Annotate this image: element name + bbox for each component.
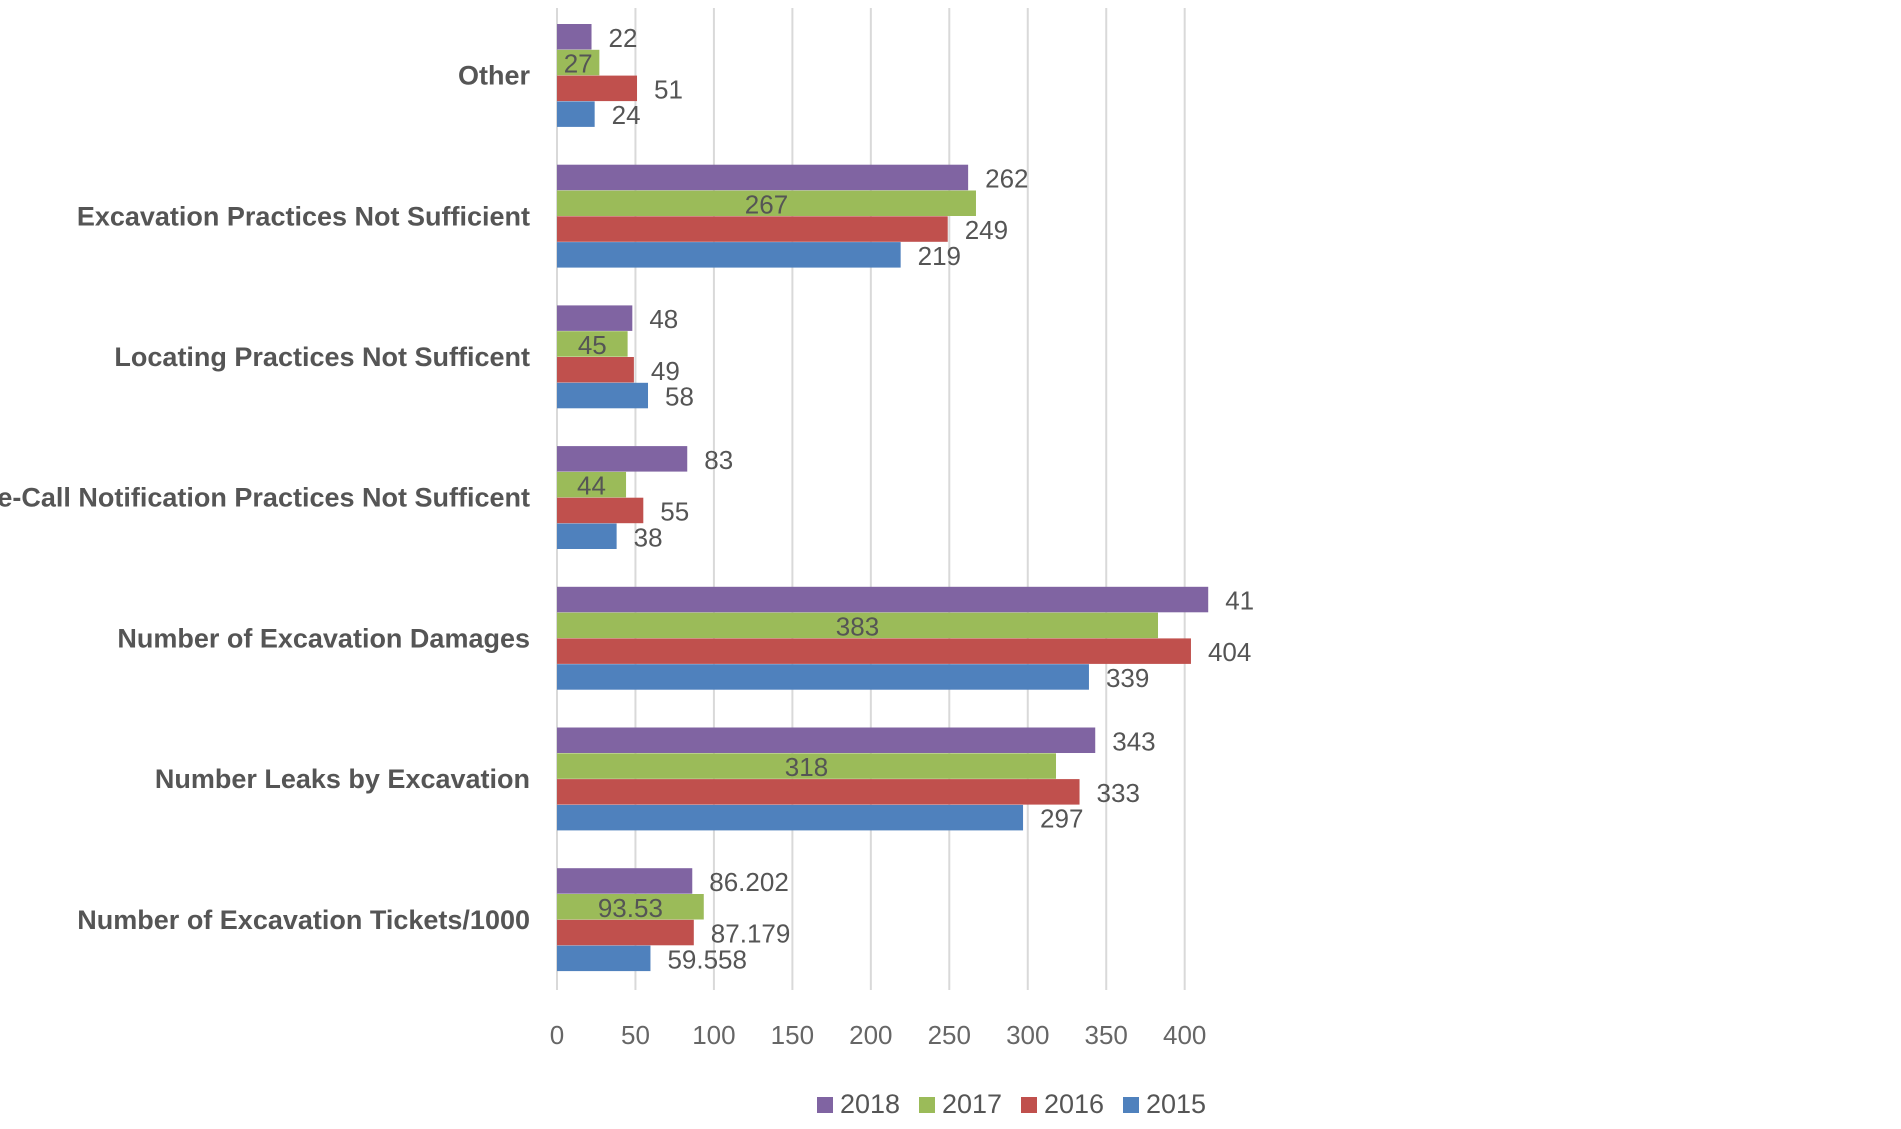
legend-swatch-2017	[919, 1097, 935, 1113]
data-label-2018: 86.202	[709, 867, 789, 897]
x-tick-label: 100	[692, 1020, 735, 1050]
data-label-2017: 27	[564, 49, 593, 79]
data-label-2018: 83	[704, 445, 733, 475]
data-label-2016: 404	[1208, 637, 1251, 667]
data-label-2016: 87.179	[711, 919, 791, 949]
bar-2018	[557, 586, 1209, 613]
category-label: Other	[458, 61, 531, 91]
data-label-2016: 55	[660, 496, 689, 526]
x-tick-label: 200	[849, 1020, 892, 1050]
category-label: One-Call Notification Practices Not Suff…	[0, 483, 530, 513]
data-label-2017: 267	[745, 189, 788, 219]
bar-2016	[557, 919, 694, 946]
bar-2015	[557, 523, 617, 549]
bar-2017	[557, 190, 976, 216]
data-label-2017: 93.53	[598, 893, 663, 923]
data-label-2016: 249	[965, 215, 1008, 245]
legend-swatch-2016	[1021, 1097, 1037, 1113]
bar-2016	[557, 638, 1191, 664]
bar-2015	[557, 382, 649, 409]
data-label-2018: 22	[609, 23, 638, 53]
bar-2017	[557, 894, 704, 920]
bar-2015	[557, 945, 651, 972]
data-label-2015: 297	[1040, 804, 1083, 834]
bar-2015	[557, 664, 1089, 690]
bar-2017	[557, 753, 1057, 779]
x-tick-label: 300	[1006, 1020, 1049, 1050]
bar-2016	[557, 216, 948, 242]
legend-swatch-2018	[817, 1097, 833, 1113]
bar-2016	[557, 75, 638, 102]
bar-2017	[557, 612, 1159, 639]
data-label-2017: 45	[578, 330, 607, 360]
legend-label-2016: 2016	[1044, 1089, 1104, 1119]
data-label-2017: 383	[836, 611, 879, 641]
bar-2015	[557, 101, 595, 127]
data-label-2015: 58	[665, 382, 694, 412]
x-tick-label: 350	[1085, 1020, 1128, 1050]
data-label-2018: 262	[985, 163, 1028, 193]
x-tick-label: 0	[550, 1020, 564, 1050]
bar-2017	[557, 471, 627, 498]
legend-label-2018: 2018	[840, 1089, 900, 1119]
data-label-2018: 48	[649, 304, 678, 334]
bar-2015	[557, 242, 901, 268]
data-label-2018: 343	[1112, 726, 1155, 756]
bar-2016	[557, 357, 634, 383]
bar-2015	[557, 804, 1024, 831]
category-label: Locating Practices Not Sufficent	[114, 342, 530, 372]
bar-2016	[557, 497, 644, 524]
x-tick-label: 250	[928, 1020, 971, 1050]
bar-2018	[557, 727, 1096, 753]
bar-2018	[557, 164, 969, 191]
bar-2018	[557, 446, 688, 472]
category-label: Number of Excavation Tickets/1000	[77, 905, 530, 935]
data-label-2015: 24	[612, 100, 641, 130]
category-label: Excavation Practices Not Sufficient	[77, 201, 530, 231]
data-label-2015: 38	[634, 522, 663, 552]
legend-swatch-2015	[1123, 1097, 1139, 1113]
data-label-2015: 219	[918, 241, 961, 271]
bar-2017	[557, 331, 628, 357]
legend-label-2015: 2015	[1146, 1089, 1206, 1119]
data-label-2015: 59.558	[667, 944, 747, 974]
data-label-2016: 333	[1097, 778, 1140, 808]
data-label-2016: 49	[651, 356, 680, 386]
category-label: Number of Excavation Damages	[117, 623, 530, 653]
category-label: Number Leaks by Excavation	[155, 764, 530, 794]
data-label-2017: 44	[577, 471, 606, 501]
x-tick-label: 50	[621, 1020, 650, 1050]
bar-2017	[557, 49, 600, 76]
bar-2018	[557, 24, 592, 50]
bar-2018	[557, 868, 693, 894]
data-label-2018: 41	[1225, 586, 1254, 616]
data-label-2016: 51	[654, 74, 683, 104]
legend-label-2017: 2017	[942, 1089, 1002, 1119]
bar-2018	[557, 305, 633, 331]
bar-2016	[557, 779, 1080, 805]
data-label-2015: 339	[1106, 663, 1149, 693]
data-label-2017: 318	[785, 752, 828, 782]
x-tick-label: 150	[771, 1020, 814, 1050]
x-tick-label: 400	[1163, 1020, 1206, 1050]
